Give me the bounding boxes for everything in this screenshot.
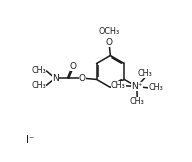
Text: CH₃: CH₃ [32, 66, 46, 75]
Text: O: O [79, 74, 86, 83]
Text: I⁻: I⁻ [26, 135, 34, 145]
Text: N⁺: N⁺ [131, 82, 143, 91]
Text: CH₃: CH₃ [148, 83, 163, 92]
Text: N: N [52, 74, 59, 83]
Text: O: O [106, 38, 113, 47]
Text: CH₃: CH₃ [137, 69, 152, 78]
Text: CH₃: CH₃ [32, 81, 46, 90]
Text: CH₃: CH₃ [111, 81, 126, 90]
Text: CH₃: CH₃ [130, 97, 145, 106]
Text: OCH₃: OCH₃ [98, 27, 120, 36]
Text: O: O [70, 62, 77, 71]
